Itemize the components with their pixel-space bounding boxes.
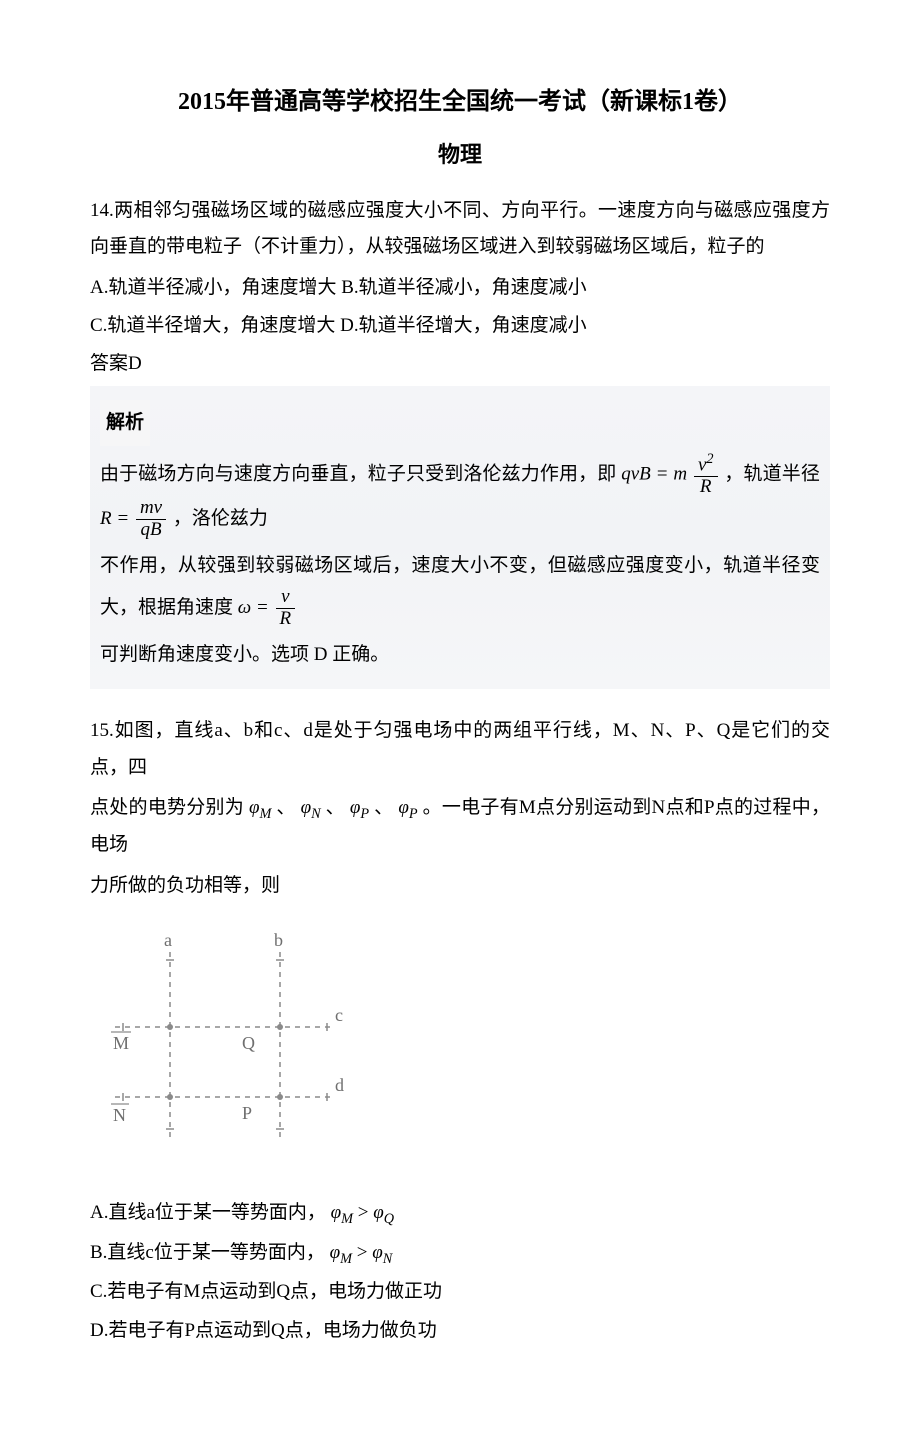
q14-explain-line3: 可判断角速度变小。选项 D 正确。 bbox=[100, 634, 820, 676]
q15-stem-line2: 点处的电势分别为 φM 、 φN 、 φP 、 φP 。一电子有M点分别运动到N… bbox=[90, 790, 830, 864]
svg-text:M: M bbox=[113, 1033, 129, 1053]
sep: 、 bbox=[374, 797, 393, 818]
q15-stem-line3: 力所做的负功相等，则 bbox=[90, 868, 830, 904]
q15-option-C: C.若电子有M点运动到Q点，电场力做正功 bbox=[90, 1274, 830, 1310]
eq1-den: R bbox=[694, 477, 718, 498]
q15-stem-line1: 15.如图，直线a、b和c、d是处于匀强电场中的两组平行线，M、N、P、Q是它们… bbox=[90, 713, 830, 785]
q15-option-D: D.若电子有P点运动到Q点，电场力做负功 bbox=[90, 1313, 830, 1349]
explain-omega: ω = bbox=[238, 597, 274, 618]
eq2-num: mv bbox=[136, 498, 166, 520]
optB-right: φN bbox=[372, 1242, 392, 1263]
q15-text: 点处的电势分别为 bbox=[90, 797, 244, 818]
explain-frac-3: v R bbox=[276, 587, 296, 630]
explain-text: ，洛伦兹力 bbox=[173, 508, 268, 529]
explain-R-eq: R = bbox=[100, 508, 134, 529]
eq2-den: qB bbox=[136, 520, 166, 541]
page-title: 2015年普通高等学校招生全国统一考试（新课标1卷） bbox=[90, 80, 830, 126]
optA-left: φM bbox=[331, 1202, 353, 1223]
eq3-den: R bbox=[276, 609, 296, 630]
q15-figure: a b c d M N Q P bbox=[90, 922, 830, 1175]
svg-text:d: d bbox=[335, 1075, 344, 1095]
q14-explain-line2: 不作用，从较强到较弱磁场区域后，速度大小不变，但磁感应强度变小，轨道半径变大，根… bbox=[100, 545, 820, 630]
q14-explain-block: 解析 由于磁场方向与速度方向垂直，粒子只受到洛伦兹力作用，即 qvB = m v… bbox=[90, 386, 830, 690]
q14-options-line2: C.轨道半径增大，角速度增大 D.轨道半径增大，角速度减小 bbox=[90, 308, 830, 344]
phi-N: φN bbox=[301, 797, 321, 818]
q15-option-B: B.直线c位于某一等势面内， φM > φN bbox=[90, 1235, 830, 1273]
explain-text: 由于磁场方向与速度方向垂直，粒子只受到洛伦兹力作用，即 bbox=[100, 463, 616, 484]
svg-text:b: b bbox=[274, 930, 283, 950]
q15-diagram-svg: a b c d M N Q P bbox=[90, 922, 350, 1162]
q15-option-A: A.直线a位于某一等势面内， φM > φQ bbox=[90, 1195, 830, 1233]
explain-frac-1: v2 R bbox=[694, 452, 718, 498]
svg-text:a: a bbox=[164, 930, 172, 950]
phi-P: φP bbox=[350, 797, 369, 818]
svg-text:c: c bbox=[335, 1005, 343, 1025]
optB-text: B.直线c位于某一等势面内， bbox=[90, 1242, 325, 1263]
eq3-num: v bbox=[276, 587, 296, 609]
svg-text:N: N bbox=[113, 1105, 126, 1125]
explain-frac-2: mv qB bbox=[136, 498, 166, 541]
explain-eq1-left: qvB = m bbox=[621, 463, 687, 484]
explain-text: ，轨道半径 bbox=[724, 463, 820, 484]
q14-answer: 答案D bbox=[90, 346, 830, 382]
q14-stem: 14.两相邻匀强磁场区域的磁感应强度大小不同、方向平行。一速度方向与磁感应强度方… bbox=[90, 193, 830, 265]
page-subtitle: 物理 bbox=[90, 134, 830, 176]
explain-label: 解析 bbox=[100, 400, 150, 446]
explain-text: 不作用，从较强到较弱磁场区域后，速度大小不变，但磁感应强度变小，轨道半径变大，根… bbox=[100, 555, 820, 618]
optB-gt: > bbox=[357, 1242, 372, 1263]
phi-P2: φP bbox=[398, 797, 417, 818]
optA-text: A.直线a位于某一等势面内， bbox=[90, 1202, 326, 1223]
sep: 、 bbox=[276, 797, 295, 818]
sep: 、 bbox=[326, 797, 345, 818]
optA-gt: > bbox=[358, 1202, 373, 1223]
svg-text:Q: Q bbox=[242, 1033, 255, 1053]
phi-M: φM bbox=[249, 797, 271, 818]
eq1-num-sup: 2 bbox=[706, 451, 713, 467]
svg-text:P: P bbox=[242, 1103, 252, 1123]
optB-left: φM bbox=[330, 1242, 352, 1263]
q14-explain-line1: 由于磁场方向与速度方向垂直，粒子只受到洛伦兹力作用，即 qvB = m v2 R… bbox=[100, 452, 820, 541]
q14-options-line1: A.轨道半径减小，角速度增大 B.轨道半径减小，角速度减小 bbox=[90, 270, 830, 306]
optA-right: φQ bbox=[373, 1202, 394, 1223]
